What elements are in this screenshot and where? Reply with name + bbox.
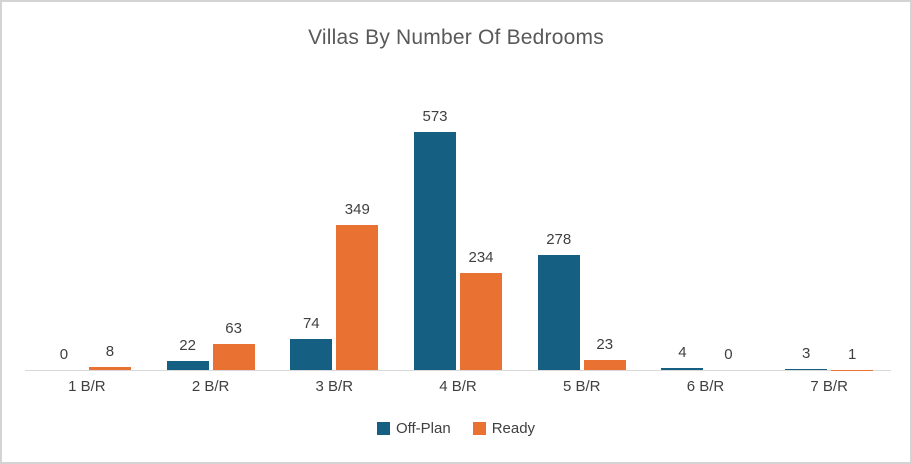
bar-column: 278: [537, 230, 580, 370]
bar-column: 573: [414, 108, 457, 370]
bar-pair: 74 349: [290, 201, 379, 370]
bar-off-plan[interactable]: [785, 368, 828, 370]
data-label: 349: [344, 201, 370, 218]
data-label: 278: [546, 230, 572, 248]
bar-ready[interactable]: [583, 360, 626, 370]
bar-column: 0: [707, 346, 749, 370]
bar-column: 0: [43, 346, 85, 370]
data-label: 63: [225, 319, 242, 337]
bar-column: 22: [166, 336, 209, 370]
bar-off-plan[interactable]: [537, 254, 580, 370]
bar-ready[interactable]: [212, 343, 255, 370]
legend-item-ready[interactable]: Ready: [472, 420, 536, 437]
data-label: 74: [302, 315, 320, 333]
legend-label-ready: Ready: [491, 420, 536, 437]
data-label: 22: [179, 336, 196, 354]
data-label: 4: [678, 344, 687, 362]
category-group: 74 349: [272, 201, 396, 370]
bar-column: 4: [661, 344, 704, 370]
plot-area: 0 8 22 63 74 349 573 234 278 23 4 0 3 1: [25, 2, 891, 371]
legend-label-off-plan: Off-Plan: [395, 420, 451, 437]
x-axis-tick-label: 4 B/R: [439, 378, 477, 395]
category-group: 22 63: [149, 320, 273, 370]
data-label: 573: [422, 108, 448, 125]
bar-column: 3: [785, 344, 828, 370]
bar-column: 234: [460, 248, 503, 370]
bar-column: 74: [290, 315, 333, 370]
bar-ready[interactable]: [88, 366, 131, 370]
bar-pair: 278 23: [537, 230, 626, 370]
data-label: 23: [596, 336, 614, 354]
data-label: 1: [848, 345, 857, 363]
bar-column: 349: [336, 201, 379, 370]
category-group: 278 23: [520, 230, 644, 370]
x-axis-tick-label: 3 B/R: [315, 378, 354, 395]
bar-pair: 22 63: [166, 319, 255, 370]
bar-off-plan[interactable]: [290, 339, 333, 370]
data-label: 234: [468, 248, 494, 266]
data-label: 3: [802, 344, 811, 362]
x-axis-tick-label: 2 B/R: [191, 378, 230, 395]
bar-column: 63: [212, 319, 255, 370]
chart-title: Villas By Number Of Bedrooms: [308, 26, 604, 49]
x-axis-tick-label: 1 B/R: [68, 378, 106, 395]
data-label: 0: [59, 346, 69, 363]
bar-column: 1: [831, 345, 874, 370]
legend: Off-Plan Ready: [2, 420, 910, 437]
ready-swatch-icon: [472, 422, 486, 435]
data-label: 8: [105, 342, 115, 360]
bar-ready[interactable]: [460, 272, 503, 370]
bar-ready[interactable]: [336, 225, 379, 370]
x-axis-tick-label: 7 B/R: [810, 378, 848, 395]
x-axis-labels: 1 B/R 2 B/R 3 B/R 4 B/R 5 B/R 6 B/R 7 B/R: [25, 378, 891, 395]
data-label: 0: [724, 346, 733, 363]
category-group: 573 234: [396, 108, 520, 370]
bar-off-plan[interactable]: [166, 360, 209, 370]
bar-off-plan[interactable]: [661, 368, 704, 370]
bar-pair: 573 234: [414, 108, 503, 370]
legend-item-off-plan[interactable]: Off-Plan: [376, 420, 451, 437]
x-axis-tick-label: 6 B/R: [686, 378, 725, 395]
bar-column: 23: [583, 336, 626, 370]
off-plan-swatch-icon: [376, 422, 390, 435]
x-axis-tick-label: 5 B/R: [562, 378, 601, 395]
bar-off-plan[interactable]: [414, 132, 457, 370]
bar-column: 8: [88, 342, 131, 370]
